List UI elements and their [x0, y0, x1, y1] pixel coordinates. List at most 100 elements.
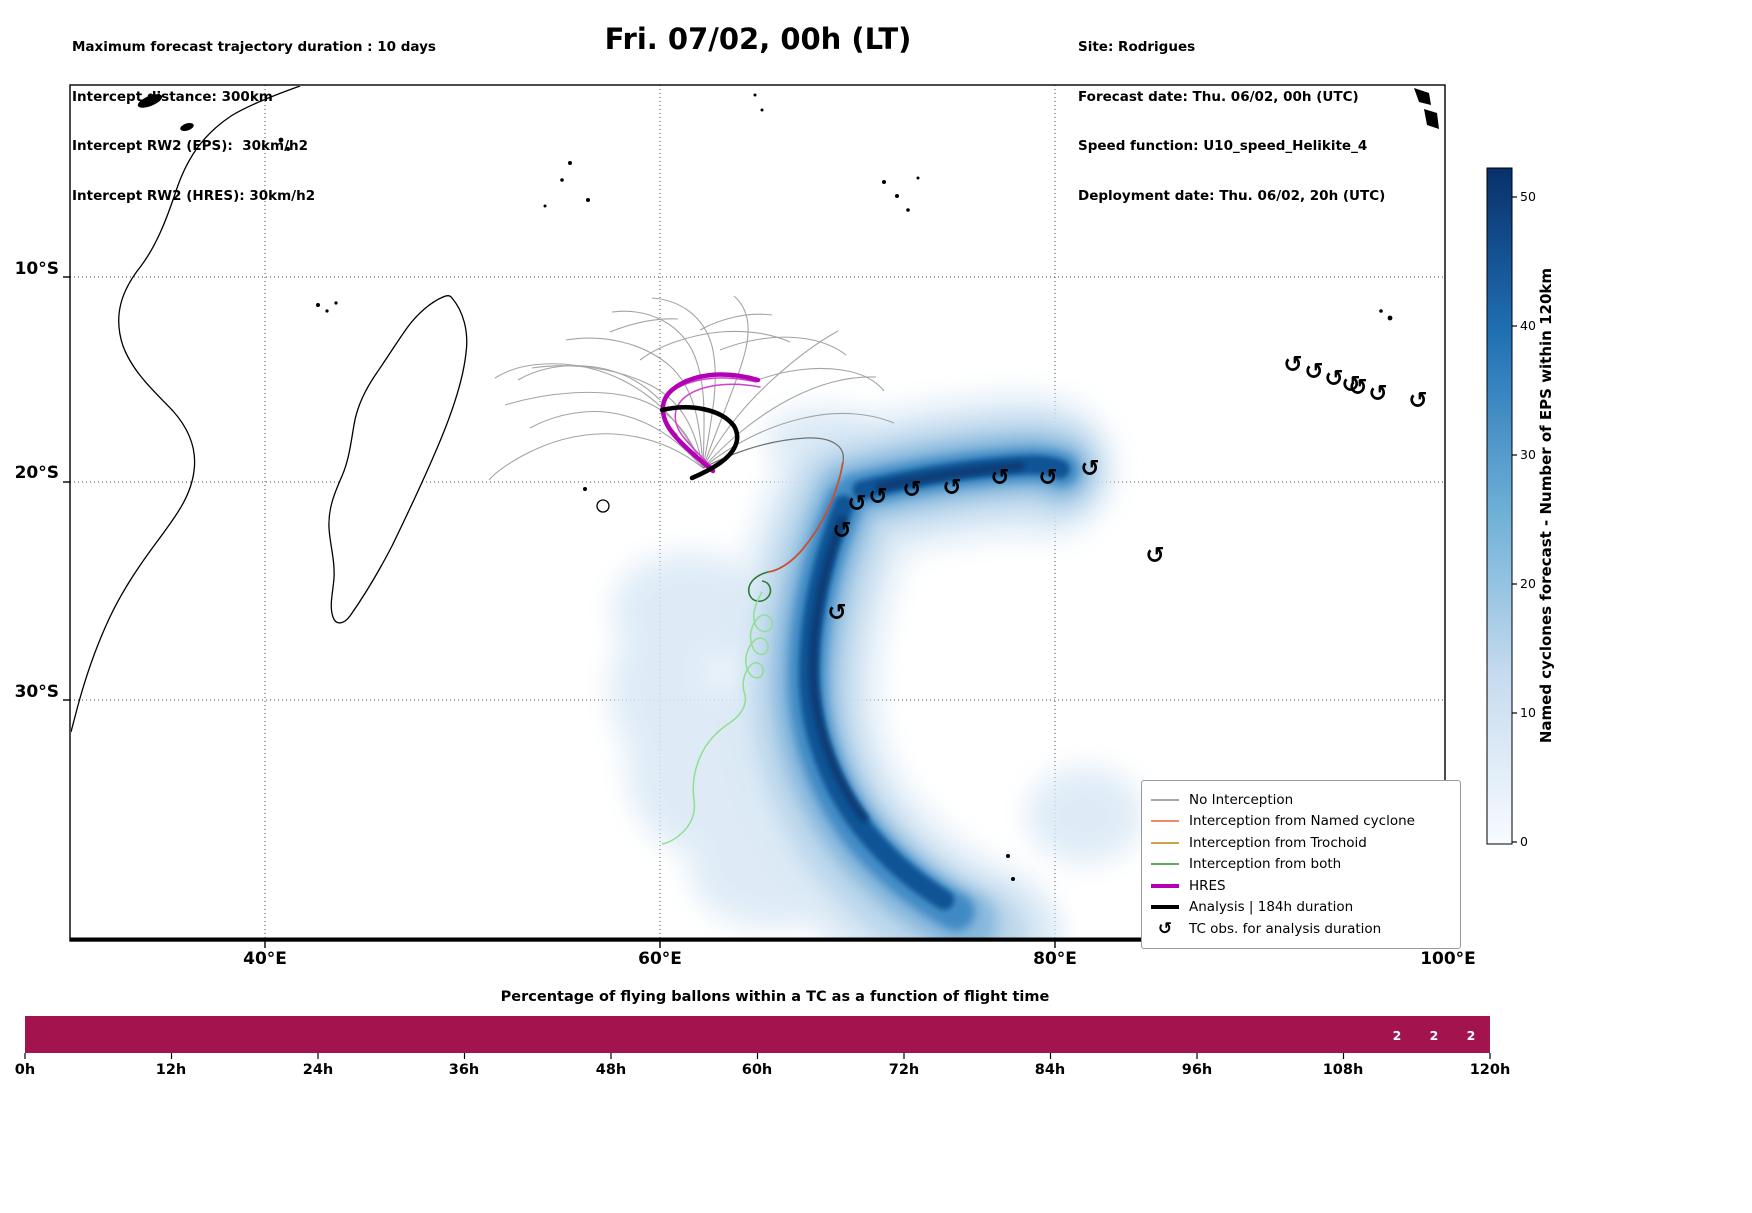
xtick-40e: 40°E [243, 949, 287, 969]
legend-item-trochoid: Interception from Trochoid [1150, 832, 1450, 854]
colorbar-tick-40: 40 [1520, 318, 1536, 333]
line-swatch [1151, 863, 1179, 865]
legend-item-hres: HRES [1150, 875, 1450, 897]
btick-60h: 60h [741, 1062, 773, 1078]
legend-label: Analysis | 184h duration [1189, 899, 1354, 916]
coastlines [71, 86, 610, 733]
site-line: Site: Rodrigues [1078, 39, 1196, 55]
tc-obs-icon: ↺ [902, 477, 921, 503]
figure-title: Fri. 07/02, 00h (LT) [604, 22, 912, 56]
tc-obs-icon: ↺ [1283, 352, 1302, 378]
bar-count-labels: 2 2 2 [1393, 1028, 1476, 1043]
legend-item-tc-obs: ↺ TC obs. for analysis duration [1150, 918, 1450, 940]
tc-obs-icon: ↺ [847, 491, 866, 517]
africa-coastline [71, 86, 301, 733]
colorbar-tick-0: 0 [1520, 834, 1528, 849]
tc-obs-icon: ↺ [1304, 359, 1323, 385]
bar-count-label: 2 [1430, 1028, 1439, 1043]
madagascar-coastline [328, 294, 468, 624]
analysis-track [659, 405, 740, 481]
legend-label: Interception from Trochoid [1189, 834, 1367, 851]
btick-36h: 36h [448, 1062, 480, 1078]
tc-obs-icon: ↺ [1348, 375, 1367, 401]
line-swatch [1151, 883, 1179, 888]
flight-time-bar-chart: 2 2 2 [24, 1016, 1491, 1059]
btick-96h: 96h [1181, 1062, 1213, 1078]
line-swatch [1151, 905, 1179, 910]
legend-item-both: Interception from both [1150, 854, 1450, 876]
ytick-10s: 10°S [14, 259, 59, 279]
bar-count-label: 2 [1467, 1028, 1476, 1043]
colorbar-label-wrap: Named cyclones forecast - Number of EPS … [1533, 168, 1559, 844]
eps-density-plume [610, 394, 1143, 941]
tc-obs-icon: ↺ [1145, 543, 1164, 569]
colorbar-tick-20: 20 [1520, 576, 1536, 591]
colorbar-label: Named cyclones forecast - Number of EPS … [1537, 268, 1555, 744]
colorbar-tick-30: 30 [1520, 447, 1536, 462]
named-cyclone-interception-track [767, 461, 844, 573]
line-swatch [1151, 842, 1179, 844]
tc-obs-icon: ↺ [1341, 372, 1360, 398]
deployment-date-line: Deployment date: Thu. 06/02, 20h (UTC) [1078, 187, 1386, 204]
xtick-100e: 100°E [1420, 949, 1476, 969]
tc-obs-icon: ↺ [942, 475, 961, 501]
colorbar-tick-50: 50 [1520, 189, 1536, 204]
line-swatch [1151, 799, 1179, 801]
hres-track [660, 372, 761, 474]
tc-obs-icon: ↺ [827, 600, 846, 626]
header-parameters-block: Maximum forecast trajectory duration : 1… [72, 6, 436, 237]
colorbar [1486, 167, 1517, 845]
trochoid-interception-track [661, 591, 773, 845]
tc-obs-icon: ↺ [1157, 918, 1173, 939]
legend-label: Interception from Named cyclone [1189, 813, 1415, 830]
legend-label: TC obs. for analysis duration [1189, 920, 1382, 937]
tc-percentage-bar [25, 1016, 1490, 1053]
legend-label: No Interception [1189, 791, 1294, 808]
tc-obs-icon: ↺ [1080, 456, 1099, 482]
tc-obs-icon: ↺ [990, 465, 1009, 491]
btick-84h: 84h [1034, 1062, 1066, 1078]
header-site-block: Site: Rodrigues Forecast date: Thu. 06/0… [1078, 6, 1385, 237]
bar-axis-ticks [24, 1053, 1491, 1059]
tc-obs-icon: ↺ [1038, 465, 1057, 491]
tc-obs-markers: ↺ ↺ ↺ ↺ ↺ ↺ ↺ ↺ ↺ ↺ ↺ ↺ ↺ ↺ ↺ ↺ ↺ [827, 352, 1427, 626]
bottom-chart-title: Percentage of flying ballons within a TC… [500, 989, 1050, 1005]
intercept-rw2-eps-line: Intercept RW2 (EPS): 30km/h2 [72, 138, 308, 154]
legend-item-named-cyclone: Interception from Named cyclone [1150, 811, 1450, 833]
map-legend: No Interception Interception from Named … [1141, 780, 1461, 949]
intercept-rw2-hres-line: Intercept RW2 (HRES): 30km/h2 [72, 187, 316, 204]
btick-72h: 72h [888, 1062, 920, 1078]
speed-function-line: Speed function: U10_speed_Helikite_4 [1078, 138, 1368, 154]
trajectories-no-interception [488, 295, 895, 481]
btick-48h: 48h [595, 1062, 627, 1078]
tc-obs-icon: ↺ [1408, 388, 1427, 414]
btick-0h: 0h [14, 1062, 36, 1078]
btick-120h: 120h [1469, 1062, 1511, 1078]
ytick-30s: 30°S [14, 682, 59, 702]
tc-obs-icon: ↺ [868, 484, 887, 510]
line-swatch [1151, 820, 1179, 822]
small-islands [137, 88, 1439, 881]
colorbar-gradient [1486, 167, 1513, 845]
legend-item-no-interception: No Interception [1150, 789, 1450, 811]
xtick-80e: 80°E [1033, 949, 1077, 969]
btick-12h: 12h [155, 1062, 187, 1078]
reunion-island [596, 499, 610, 513]
ytick-20s: 20°S [14, 463, 59, 483]
btick-108h: 108h [1322, 1062, 1364, 1078]
legend-item-analysis: Analysis | 184h duration [1150, 897, 1450, 919]
forecast-date-line: Forecast date: Thu. 06/02, 00h (UTC) [1078, 88, 1359, 105]
tc-obs-icon: ↺ [1368, 381, 1387, 407]
legend-label: HRES [1189, 877, 1226, 894]
bar-count-label: 2 [1393, 1028, 1402, 1043]
legend-label: Interception from both [1189, 856, 1342, 873]
tc-obs-icon: ↺ [1324, 366, 1343, 392]
colorbar-tick-10: 10 [1520, 705, 1536, 720]
tc-obs-icon: ↺ [832, 518, 851, 544]
xtick-60e: 60°E [638, 949, 682, 969]
btick-24h: 24h [302, 1062, 334, 1078]
max-duration-line: Maximum forecast trajectory duration : 1… [72, 39, 436, 55]
intercept-distance-line: Intercept distance: 300km [72, 88, 273, 105]
